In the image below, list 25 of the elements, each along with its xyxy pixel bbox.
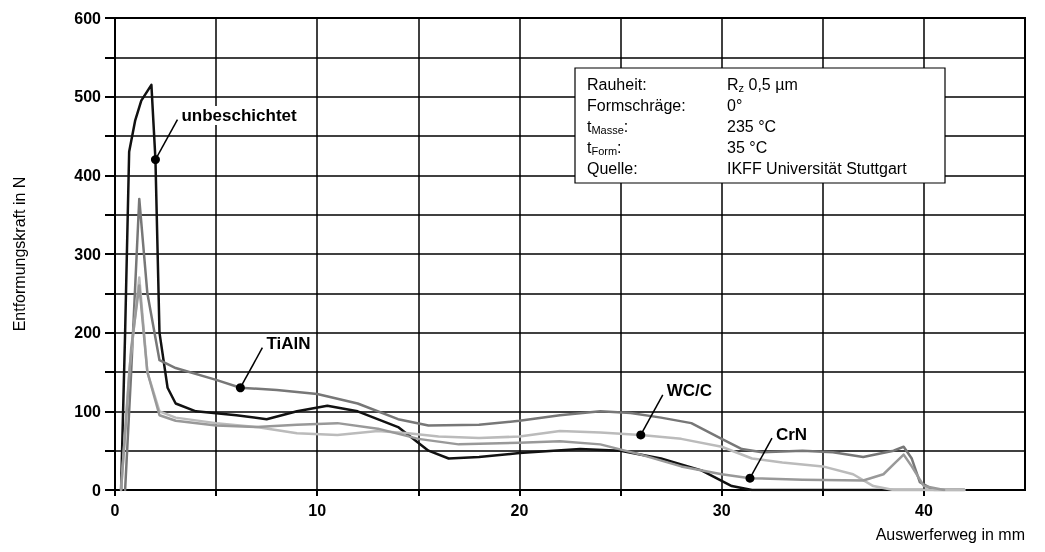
annotation: 0° <box>727 96 743 114</box>
x-tick-label: 0 <box>110 501 120 519</box>
annotation: Rauheit: <box>587 75 647 93</box>
annotation: IKFF Universität Stuttgart <box>727 159 908 177</box>
x-tick-label: 40 <box>914 501 933 519</box>
annotation: 35 °C <box>727 138 768 156</box>
y-tick-label: 300 <box>74 245 102 263</box>
y-tick-label: 400 <box>74 166 102 184</box>
x-axis-title: Auswerferweg in mm <box>875 525 1025 543</box>
y-tick-label: 100 <box>74 402 102 420</box>
x-tick-label: 20 <box>510 501 529 519</box>
annotation: 235 °C <box>727 117 777 135</box>
text: CrN <box>775 424 808 444</box>
y-tick-label: 600 <box>74 9 102 27</box>
annotation: Formschräge: <box>587 96 686 114</box>
y-tick-label: 200 <box>74 324 102 342</box>
y-tick-label: 0 <box>92 481 102 499</box>
x-tick-label: 10 <box>308 501 327 519</box>
x-tick-label: 30 <box>712 501 731 519</box>
text: TiAlN <box>266 334 311 354</box>
series-label: unbeschichtet <box>181 106 298 126</box>
y-tick-label: 500 <box>74 88 102 106</box>
annotation: Quelle: <box>587 159 638 177</box>
text: WC/C <box>666 381 713 401</box>
y-axis-title: Entformungskraft in N <box>10 176 28 332</box>
